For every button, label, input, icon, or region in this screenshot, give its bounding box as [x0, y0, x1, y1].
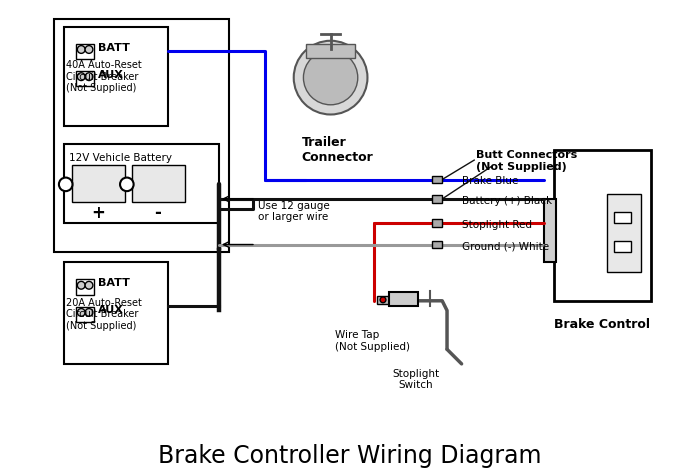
- Text: Ground (-) White: Ground (-) White: [461, 242, 549, 252]
- Circle shape: [120, 178, 134, 191]
- Circle shape: [77, 281, 85, 289]
- Bar: [433, 219, 442, 227]
- Bar: [76, 71, 94, 86]
- Bar: [554, 150, 651, 301]
- Bar: [614, 241, 631, 252]
- Bar: [76, 307, 94, 322]
- Text: AUX: AUX: [98, 306, 124, 316]
- Circle shape: [294, 41, 368, 114]
- Circle shape: [85, 281, 93, 289]
- Text: Use 12 gauge
or larger wire: Use 12 gauge or larger wire: [258, 201, 330, 222]
- Circle shape: [85, 309, 93, 317]
- Bar: [389, 292, 418, 306]
- Circle shape: [59, 178, 73, 191]
- Text: BATT: BATT: [98, 278, 130, 288]
- Text: AUX: AUX: [98, 70, 124, 80]
- Bar: [614, 211, 631, 223]
- Text: Stoplight
Switch: Stoplight Switch: [393, 369, 440, 390]
- Text: Stoplight Red: Stoplight Red: [461, 220, 531, 230]
- Bar: [64, 262, 167, 364]
- Text: +: +: [91, 204, 105, 222]
- Bar: [71, 165, 125, 202]
- Text: Battery (+) Black: Battery (+) Black: [461, 196, 552, 206]
- Text: BATT: BATT: [98, 42, 130, 53]
- Text: Brake Control: Brake Control: [554, 318, 650, 331]
- Circle shape: [303, 50, 358, 105]
- Text: Brake Controller Wiring Diagram: Brake Controller Wiring Diagram: [158, 445, 542, 468]
- Circle shape: [85, 73, 93, 81]
- Bar: [307, 44, 355, 58]
- Text: Trailer
Connector: Trailer Connector: [302, 136, 373, 164]
- Bar: [377, 296, 388, 304]
- Circle shape: [85, 46, 93, 53]
- Circle shape: [77, 46, 85, 53]
- Bar: [54, 19, 229, 252]
- Bar: [433, 195, 442, 203]
- Text: 20A Auto-Reset
Circuit Breaker
(Not Supplied): 20A Auto-Reset Circuit Breaker (Not Supp…: [66, 298, 141, 331]
- Bar: [544, 199, 556, 262]
- Bar: [76, 279, 94, 295]
- Circle shape: [380, 297, 386, 303]
- Bar: [433, 176, 442, 183]
- Text: -: -: [155, 204, 161, 222]
- Bar: [607, 194, 641, 272]
- Bar: [64, 144, 219, 223]
- Text: 12V Vehicle Battery: 12V Vehicle Battery: [69, 153, 172, 163]
- Circle shape: [77, 309, 85, 317]
- Bar: [132, 165, 185, 202]
- Text: Wire Tap
(Not Supplied): Wire Tap (Not Supplied): [335, 330, 410, 351]
- Text: 40A Auto-Reset
Circuit Breaker
(Not Supplied): 40A Auto-Reset Circuit Breaker (Not Supp…: [66, 60, 141, 93]
- Text: Butt Connectors
(Not Supplied): Butt Connectors (Not Supplied): [476, 150, 578, 172]
- Bar: [64, 27, 167, 126]
- Bar: [76, 44, 94, 59]
- Circle shape: [77, 73, 85, 81]
- Text: Brake Blue: Brake Blue: [461, 177, 518, 187]
- Bar: [433, 241, 442, 248]
